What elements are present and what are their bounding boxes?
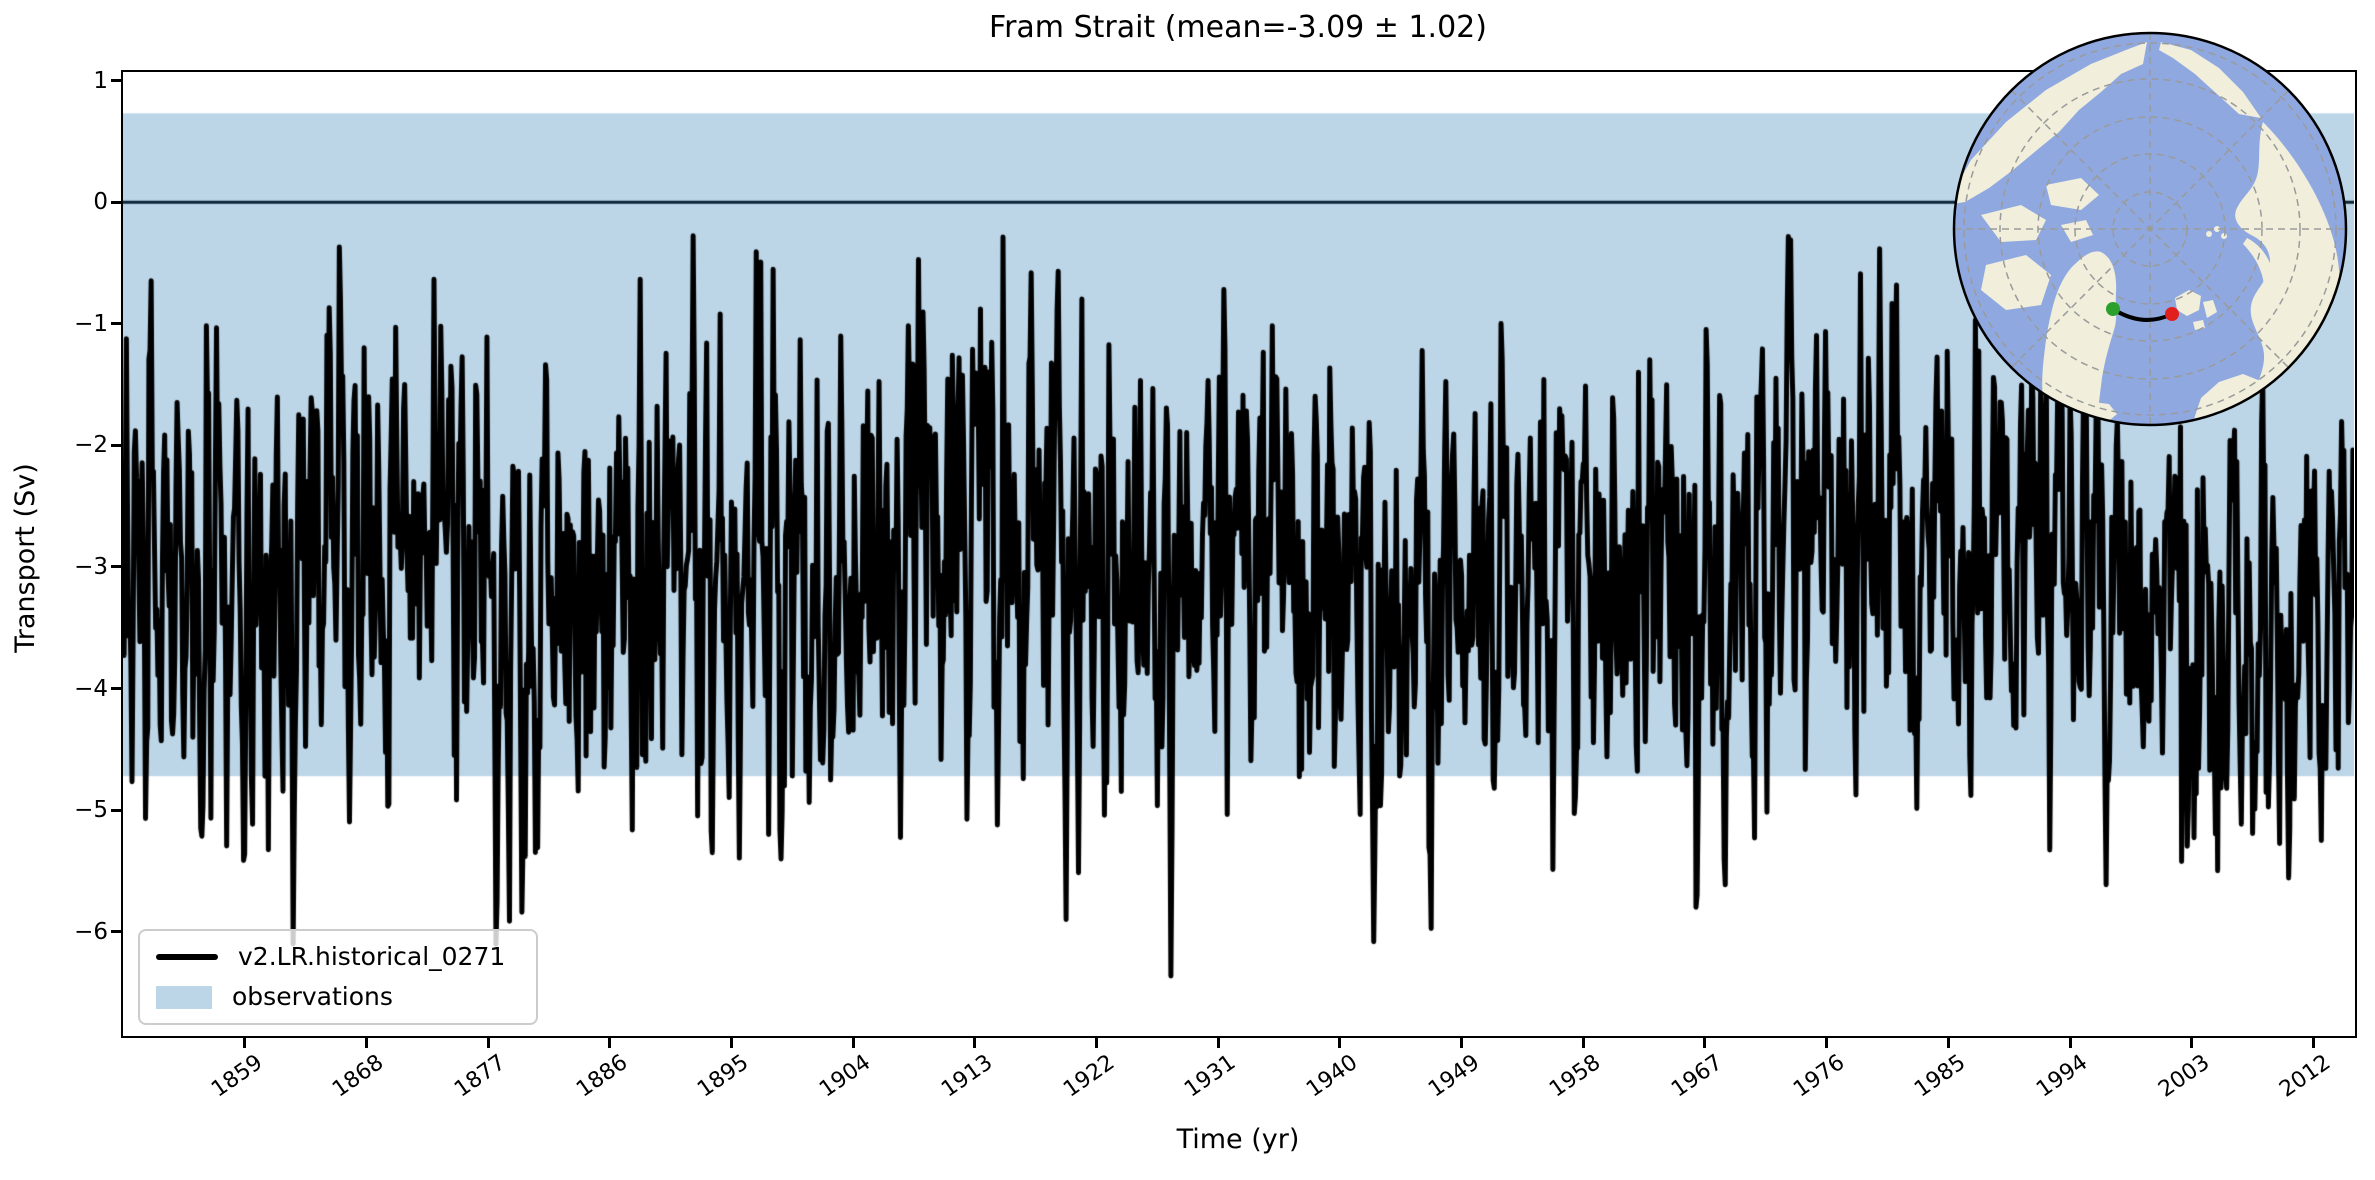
transect-end-marker <box>2165 307 2179 321</box>
map-border <box>1952 31 2348 427</box>
observations-patch-swatch-icon <box>156 985 212 1009</box>
y-tick-mark <box>111 930 121 934</box>
x-tick-mark <box>243 1038 247 1048</box>
y-tick-mark <box>111 200 121 204</box>
x-tick-label: 1985 <box>1910 1050 1971 1103</box>
model-line-swatch-icon <box>156 954 218 960</box>
y-tick-mark <box>111 443 121 447</box>
x-axis-label: Time (yr) <box>1176 1124 1300 1155</box>
legend-item-model: v2.LR.historical_0271 <box>156 943 520 971</box>
x-tick-mark <box>1946 1038 1950 1048</box>
y-tick-label: −5 <box>74 797 108 824</box>
x-tick-mark <box>1825 1038 1829 1048</box>
x-tick-label: 1904 <box>815 1050 876 1103</box>
x-tick-mark <box>2190 1038 2194 1048</box>
x-tick-mark <box>608 1038 612 1048</box>
x-tick-label: 1976 <box>1788 1050 1850 1103</box>
x-tick-label: 1877 <box>450 1050 511 1103</box>
x-tick-mark <box>1095 1038 1099 1048</box>
y-tick-mark <box>111 565 121 569</box>
x-tick-mark <box>1460 1038 1464 1048</box>
x-tick-mark <box>486 1038 490 1048</box>
y-tick-label: −1 <box>74 310 108 337</box>
chart-title: Fram Strait (mean=-3.09 ± 1.02) <box>989 10 1487 45</box>
transect-start-marker <box>2106 302 2120 316</box>
legend: v2.LR.historical_0271 observations <box>138 929 538 1025</box>
legend-label-observations: observations <box>232 982 393 1011</box>
x-tick-label: 2003 <box>2153 1050 2215 1103</box>
y-tick-mark <box>111 687 121 691</box>
x-tick-label: 1940 <box>1302 1050 1363 1103</box>
y-tick-mark <box>111 808 121 812</box>
inset-map <box>1952 31 2348 427</box>
y-tick-label: −4 <box>74 675 108 702</box>
x-tick-label: 1922 <box>1058 1050 1119 1103</box>
x-tick-mark <box>851 1038 855 1048</box>
x-tick-mark <box>1581 1038 1585 1048</box>
x-tick-label: 2012 <box>2275 1050 2336 1103</box>
y-tick-label: 0 <box>93 189 108 216</box>
x-tick-label: 1859 <box>206 1050 268 1103</box>
legend-item-observations: observations <box>156 983 520 1011</box>
x-tick-mark <box>1216 1038 1220 1048</box>
x-tick-mark <box>364 1038 368 1048</box>
x-tick-label: 1886 <box>571 1050 633 1103</box>
x-tick-label: 1913 <box>936 1050 998 1103</box>
x-tick-label: 1868 <box>328 1050 389 1103</box>
x-tick-label: 1994 <box>2032 1050 2093 1103</box>
legend-label-model: v2.LR.historical_0271 <box>238 942 506 971</box>
x-tick-mark <box>2068 1038 2072 1048</box>
x-tick-label: 1958 <box>1545 1050 1606 1103</box>
y-tick-mark <box>111 79 121 82</box>
map-graticule <box>1954 33 2346 425</box>
x-tick-label: 1931 <box>1180 1050 1241 1103</box>
x-tick-mark <box>1703 1038 1707 1048</box>
x-tick-label: 1949 <box>1423 1050 1484 1103</box>
y-tick-mark <box>111 322 121 326</box>
y-tick-label: 1 <box>93 67 108 94</box>
y-tick-label: −6 <box>74 918 108 945</box>
x-tick-mark <box>729 1038 733 1048</box>
x-tick-label: 1967 <box>1667 1050 1728 1103</box>
x-tick-mark <box>2311 1038 2315 1048</box>
x-tick-mark <box>973 1038 977 1048</box>
x-tick-label: 1895 <box>693 1050 754 1103</box>
x-tick-mark <box>1338 1038 1342 1048</box>
y-tick-label: −3 <box>74 553 108 580</box>
y-tick-label: −2 <box>74 432 108 459</box>
